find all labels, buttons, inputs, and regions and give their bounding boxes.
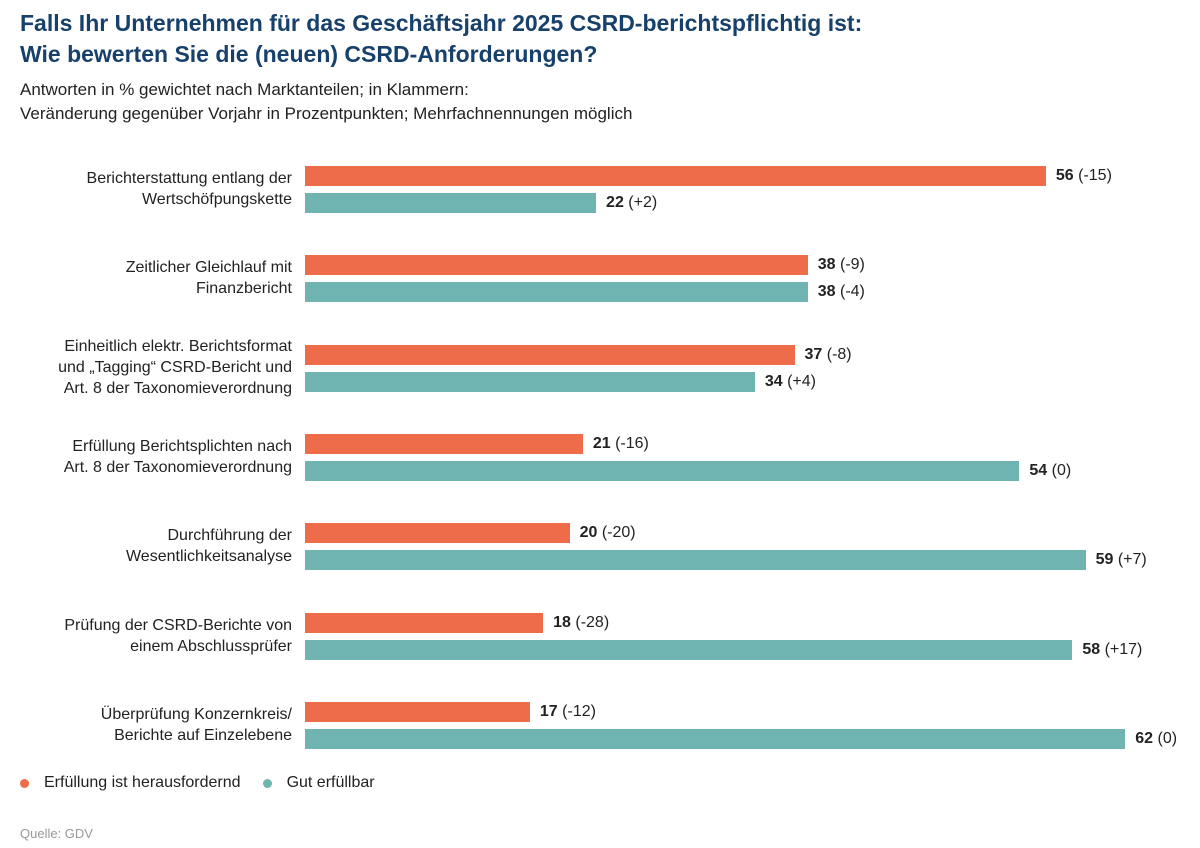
data-label: 56 (-15) — [1056, 166, 1112, 186]
legend-item-feasible: Gut erfüllbar — [262, 774, 375, 792]
source-note: Quelle: GDV — [20, 826, 93, 841]
chart-title-line-1: Falls Ihr Unternehmen für das Geschäftsj… — [20, 10, 863, 36]
bar-feasible — [305, 729, 1126, 749]
category-label-line: Durchführung der — [167, 526, 292, 544]
data-label: 18 (-28) — [553, 613, 609, 633]
value-change: (-20) — [601, 524, 636, 541]
value-change: (-16) — [615, 435, 649, 452]
chart-title-line-2: Wie bewerten Sie die (neuen) CSRD-Anford… — [20, 41, 598, 67]
category-label-line: Zeitlicher Gleichlauf mit — [125, 258, 292, 276]
value-change: (0) — [1157, 730, 1178, 747]
value-number: 20 — [579, 524, 598, 541]
bar-challenging — [305, 702, 530, 722]
bar-challenging — [305, 434, 583, 454]
bar-feasible — [305, 550, 1086, 570]
category-label: Erfüllung Berichtsplichten nach Art. 8 de… — [0, 436, 292, 478]
value-number: 58 — [1082, 641, 1101, 658]
data-label: 20 (-20) — [580, 523, 636, 543]
value-change: (-15) — [1078, 167, 1112, 184]
data-label: 62 (0) — [1135, 729, 1177, 749]
value-change: (-9) — [839, 256, 865, 273]
value-number: 62 — [1135, 730, 1154, 747]
category-label-line: und „Tagging“ CSRD-Bericht und — [58, 359, 292, 376]
data-label: 37 (-8) — [805, 345, 852, 365]
value-number: 56 — [1055, 167, 1074, 184]
data-label: 54 (0) — [1029, 461, 1071, 481]
value-change: (+4) — [787, 373, 816, 390]
data-label: 34 (+4) — [765, 372, 816, 392]
chart-subtitle: Antworten in % gewichtet nach Marktantei… — [20, 78, 632, 126]
bar-feasible — [305, 372, 755, 392]
value-change: (-12) — [562, 703, 596, 720]
bar-challenging — [305, 255, 808, 275]
category-label-line: Prüfung der CSRD-Berichte von — [64, 616, 292, 634]
data-label: 22 (+2) — [606, 193, 657, 213]
category-label-line: Berichte auf Einzelebene — [114, 726, 292, 744]
category-label-line: Überprüfung Konzernkreis/ — [100, 705, 292, 723]
value-number: 18 — [553, 614, 571, 631]
legend-label-feasible: Gut erfüllbar — [286, 774, 375, 791]
value-change: (+2) — [628, 194, 658, 211]
bar-feasible — [305, 640, 1073, 660]
value-number: 34 — [764, 373, 783, 390]
category-label-line: einem Abschlussprüfer — [130, 637, 292, 655]
category-label: Zeitlicher Gleichlauf mit Finanzbericht — [0, 257, 292, 299]
category-label-line: Wesentlichkeitsanalyse — [125, 547, 292, 565]
legend-dot-challenging-icon — [20, 778, 29, 788]
category-label-line: Art. 8 der Taxonomieverordnung — [63, 458, 292, 476]
chart-title: Falls Ihr Unternehmen für das Geschäftsj… — [20, 8, 862, 70]
data-label: 58 (+17) — [1082, 640, 1142, 660]
value-change: (+17) — [1104, 641, 1143, 658]
chart-subtitle-line-1: Antworten in % gewichtet nach Marktantei… — [20, 80, 469, 99]
data-label: 21 (-16) — [593, 434, 649, 454]
legend: Erfüllung ist herausfordernd Gut erfüllb… — [20, 774, 397, 792]
value-change: (-28) — [575, 614, 610, 631]
data-label: 17 (-12) — [540, 702, 596, 722]
value-number: 37 — [804, 346, 823, 363]
legend-label-challenging: Erfüllung ist herausfordernd — [44, 774, 241, 791]
value-number: 54 — [1029, 462, 1048, 479]
value-number: 21 — [592, 435, 611, 452]
chart-subtitle-line-2: Veränderung gegenüber Vorjahr in Prozent… — [20, 104, 633, 123]
category-label-line: Wertschöfpungskette — [141, 190, 292, 208]
bar-challenging — [305, 613, 544, 633]
value-number: 22 — [606, 194, 624, 211]
category-label: Berichterstattung entlang der Wertschöfpu… — [0, 168, 292, 210]
legend-item-challenging: Erfüllung ist herausfordernd — [20, 774, 241, 792]
category-label-line: Erfüllung Berichtsplichten nach — [72, 437, 292, 455]
category-label: Einheitlich elektr. Berichtsformat und „T… — [0, 336, 292, 399]
data-label: 59 (+7) — [1096, 550, 1147, 570]
value-number: 38 — [817, 256, 836, 273]
category-label-line: Art. 8 der Taxonomieverordnung — [63, 380, 292, 397]
value-change: (-8) — [826, 346, 852, 363]
bar-feasible — [305, 461, 1020, 481]
category-label: Überprüfung Konzernkreis/Berichte auf Ei… — [0, 704, 292, 746]
value-change: (0) — [1051, 462, 1072, 479]
value-number: 38 — [817, 283, 836, 300]
category-label-line: Finanzbericht — [195, 279, 292, 297]
data-label: 38 (-4) — [818, 282, 865, 302]
data-label: 38 (-9) — [818, 255, 865, 275]
bar-challenging — [305, 523, 570, 543]
category-label-line: Berichterstattung entlang der — [86, 169, 292, 187]
category-label-line: Einheitlich elektr. Berichtsformat — [64, 338, 292, 355]
legend-dot-feasible-icon — [262, 778, 272, 788]
value-change: (+7) — [1117, 551, 1147, 568]
bar-feasible — [305, 282, 808, 302]
value-number: 59 — [1095, 551, 1114, 568]
bar-challenging — [305, 345, 795, 365]
category-label: Prüfung der CSRD-Berichte von einem Absch… — [0, 615, 292, 657]
bar-feasible — [305, 193, 597, 213]
category-label: Durchführung der Wesentlichkeitsanalyse — [0, 525, 292, 567]
bar-challenging — [305, 166, 1046, 186]
value-change: (-4) — [839, 283, 865, 300]
value-number: 17 — [539, 703, 558, 720]
